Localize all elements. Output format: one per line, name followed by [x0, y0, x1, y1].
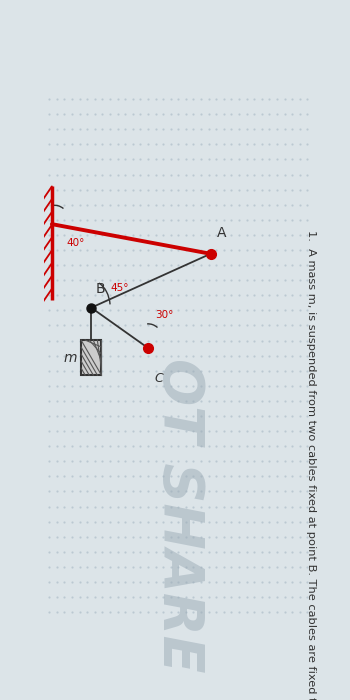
- Bar: [81, 340, 102, 375]
- Text: 30°: 30°: [155, 310, 173, 320]
- Text: OT SHARE: OT SHARE: [152, 358, 206, 673]
- Text: C: C: [155, 372, 164, 386]
- Text: 40°: 40°: [67, 237, 85, 248]
- Text: 45°: 45°: [110, 283, 129, 293]
- Text: 1.  A mass m, is suspended from two cables fixed at point B. The cables are fixe: 1. A mass m, is suspended from two cable…: [306, 230, 315, 700]
- Text: A: A: [217, 226, 227, 240]
- Text: B: B: [95, 282, 105, 296]
- Text: m: m: [63, 351, 77, 365]
